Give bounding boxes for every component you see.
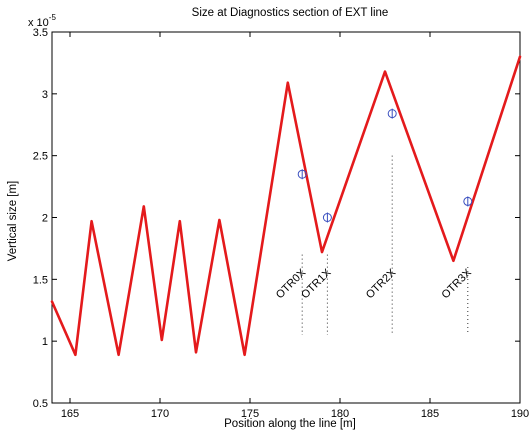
- x-tick-label: 175: [241, 408, 259, 420]
- y-tick-label: 3: [42, 89, 48, 101]
- y-tick-label: 0.5: [33, 398, 48, 410]
- x-tick-label: 190: [511, 408, 529, 420]
- x-tick-label: 185: [421, 408, 439, 420]
- y-axis-exponent: x 10-5: [28, 13, 56, 29]
- y-axis-label: Vertical size [m]: [7, 181, 19, 262]
- x-axis-label: Position along the line [m]: [224, 418, 356, 430]
- y-tick-label: 1: [42, 336, 48, 348]
- y-axis-exponent-power: -5: [49, 13, 57, 22]
- y-axis-exponent-base: x 10: [28, 17, 49, 29]
- x-tick-label: 170: [151, 408, 169, 420]
- y-tick-label: 1.5: [33, 274, 48, 286]
- x-tick-label: 180: [331, 408, 349, 420]
- plot-area: 165 170 175 180 185 1900.511.522.533.5OTR0XOT…: [33, 27, 529, 420]
- chart-title: Size at Diagnostics section of EXT line: [192, 7, 389, 19]
- y-tick-label: 2.5: [33, 151, 48, 163]
- series-line: [50, 55, 522, 357]
- annotation-label: OTR2X: [364, 266, 399, 301]
- annotation-label: OTR3X: [439, 266, 474, 301]
- y-tick-label: 3.5: [33, 27, 48, 39]
- y-tick-label: 2: [42, 213, 48, 225]
- x-tick-label: 165: [61, 408, 79, 420]
